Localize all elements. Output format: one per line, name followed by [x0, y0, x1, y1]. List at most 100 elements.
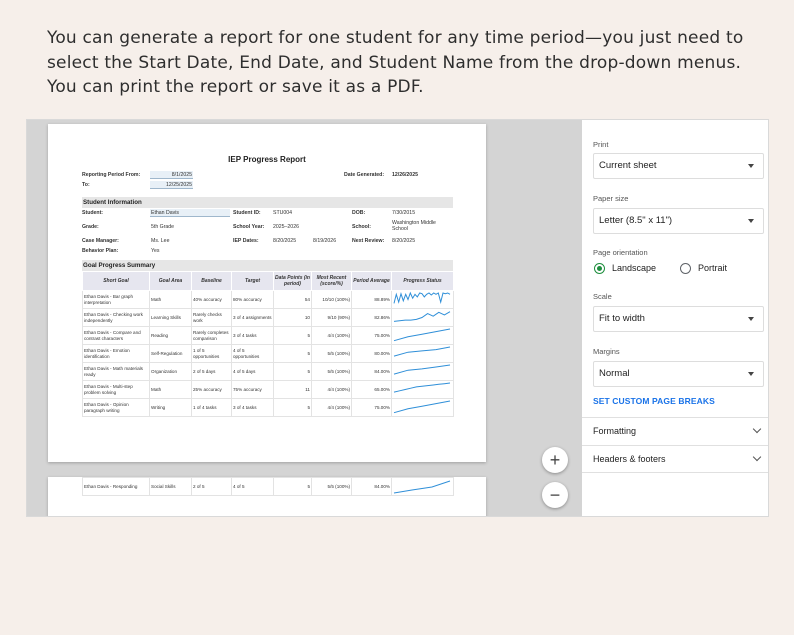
goal-area-cell: Writing [149, 398, 192, 417]
reporting-from-value: 8/1/2025 [150, 171, 193, 179]
table-row: Ethan Davis - Responding Social Skills 2… [82, 477, 454, 496]
paper-size-select[interactable]: Letter (8.5" x 11") [593, 208, 764, 234]
case-manager-value: Ms. Lee [151, 238, 170, 244]
goal-area-cell: Organization [149, 362, 192, 381]
table-header-row: Short Goal Goal Area Baseline Target Dat… [82, 271, 454, 291]
data-points-cell: 54 [273, 290, 312, 309]
progress-sparkline [393, 291, 451, 305]
school-label: School: [352, 224, 372, 230]
dropdown-arrow-icon [748, 219, 754, 223]
paper-size-value: Letter (8.5" x 11") [599, 215, 673, 226]
dropdown-arrow-icon [748, 372, 754, 376]
school-year-value: 2025–2026 [273, 224, 299, 230]
target-cell: 4 of 5 opportunities [231, 344, 274, 363]
headers-footers-label: Headers & footers [593, 454, 666, 464]
col-short-goal: Short Goal [82, 271, 150, 291]
goal-progress-heading: Goal Progress Summary [82, 260, 453, 271]
progress-status-cell [391, 344, 454, 363]
to-value: 12/25/2025 [150, 181, 193, 189]
table-row: Ethan Davis - Opinion paragraph writing W… [82, 398, 454, 417]
zoom-in-button[interactable]: + [542, 447, 568, 473]
progress-sparkline [393, 480, 451, 494]
goal-area-cell: Math [149, 290, 192, 309]
headers-footers-section-toggle[interactable]: Headers & footers [582, 445, 768, 473]
margins-select[interactable]: Normal [593, 361, 764, 387]
dob-value: 7/30/2015 [392, 210, 416, 216]
print-select[interactable]: Current sheet [593, 153, 764, 179]
period-average-cell: 84.00% [351, 362, 392, 381]
behavior-plan-value: Yes [151, 248, 160, 254]
most-recent-cell: 4/4 (100%) [311, 326, 352, 345]
student-name-value: Ethan Davis [150, 209, 230, 217]
most-recent-cell: 5/5 (100%) [311, 362, 352, 381]
data-points-cell: 5 [273, 326, 312, 345]
landscape-radio[interactable] [594, 263, 605, 274]
baseline-cell: Rarely completes comparison [191, 326, 232, 345]
student-id-value: STU004 [273, 210, 293, 216]
short-goal-cell: Ethan Davis - Opinion paragraph writing [82, 398, 150, 417]
page-orientation-label: Page orientation [593, 248, 648, 257]
next-review-label: Next Review: [352, 238, 385, 244]
zoom-out-button[interactable]: − [542, 482, 568, 508]
scale-value: Fit to width [599, 313, 645, 324]
paper-size-label: Paper size [593, 194, 629, 203]
target-cell: 4 of 5 days [231, 362, 274, 381]
progress-status-cell [391, 362, 454, 381]
table-row: Ethan Davis - Compare and contrast chara… [82, 326, 454, 345]
baseline-cell: Rarely checks work [191, 308, 232, 327]
report-page-1: IEP Progress Report Reporting Period Fro… [48, 124, 486, 462]
progress-sparkline [393, 328, 451, 342]
baseline-cell: 25% accuracy [191, 380, 232, 399]
school-value: Washington Middle School [392, 220, 436, 233]
target-cell: 4 of 5 [231, 477, 274, 496]
school-year-label: School Year: [233, 224, 265, 230]
date-generated-label: Date Generated: [344, 172, 385, 178]
reporting-from-label: Reporting Period From: [82, 172, 141, 178]
table-row: Ethan Davis - Bar graph interpretation Ma… [82, 290, 454, 309]
progress-sparkline [393, 364, 451, 375]
formatting-section-toggle[interactable]: Formatting [582, 417, 768, 445]
portrait-radio[interactable] [680, 263, 691, 274]
scale-select[interactable]: Fit to width [593, 306, 764, 332]
table-row: Ethan Davis - Math materials ready Organi… [82, 362, 454, 381]
table-row: Ethan Davis - Emotion identification Self… [82, 344, 454, 363]
most-recent-cell: 5/5 (100%) [311, 477, 352, 496]
next-review-value: 8/20/2025 [392, 238, 416, 244]
set-custom-page-breaks-link[interactable]: SET CUSTOM PAGE BREAKS [593, 396, 715, 406]
period-average-cell: 88.89% [351, 290, 392, 309]
short-goal-cell: Ethan Davis - Math materials ready [82, 362, 150, 381]
progress-status-cell [391, 477, 454, 496]
student-label: Student: [82, 210, 104, 216]
most-recent-cell: 4/4 (100%) [311, 380, 352, 399]
behavior-plan-label: Behavior Plan: [82, 248, 119, 254]
data-points-cell: 5 [273, 362, 312, 381]
portrait-label[interactable]: Portrait [698, 263, 728, 273]
progress-sparkline [393, 346, 451, 357]
scale-label: Scale [593, 292, 612, 301]
target-cell: 75% accuracy [231, 380, 274, 399]
baseline-cell: 2 of 5 [191, 477, 232, 496]
goal-area-cell: Learning Skills [149, 308, 192, 327]
col-target: Target [231, 271, 274, 291]
grade-value: 5th Grade [151, 224, 175, 230]
date-generated-value: 12/26/2025 [392, 172, 418, 178]
baseline-cell: 40% accuracy [191, 290, 232, 309]
col-baseline: Baseline [191, 271, 232, 291]
table-row: Ethan Davis - Checking work independentl… [82, 308, 454, 327]
baseline-cell: 1 of 4 tasks [191, 398, 232, 417]
landscape-label[interactable]: Landscape [612, 263, 657, 273]
table-row: Ethan Davis - Multi-step problem solving… [82, 380, 454, 399]
chevron-down-icon [752, 452, 762, 462]
margins-label: Margins [593, 347, 620, 356]
goal-area-cell: Math [149, 380, 192, 399]
col-data-points: Data Points (in period) [273, 271, 312, 291]
goal-area-cell: Self-Regulation [149, 344, 192, 363]
report-page-2: Ethan Davis - Responding Social Skills 2… [48, 477, 486, 516]
period-average-cell: 82.86% [351, 308, 392, 327]
progress-sparkline [393, 311, 451, 322]
short-goal-cell: Ethan Davis - Emotion identification [82, 344, 150, 363]
print-dialog-screenshot: IEP Progress Report Reporting Period Fro… [26, 119, 769, 517]
dob-label: DOB: [352, 210, 366, 216]
col-goal-area: Goal Area [149, 271, 192, 291]
print-preview[interactable]: IEP Progress Report Reporting Period Fro… [27, 120, 582, 516]
